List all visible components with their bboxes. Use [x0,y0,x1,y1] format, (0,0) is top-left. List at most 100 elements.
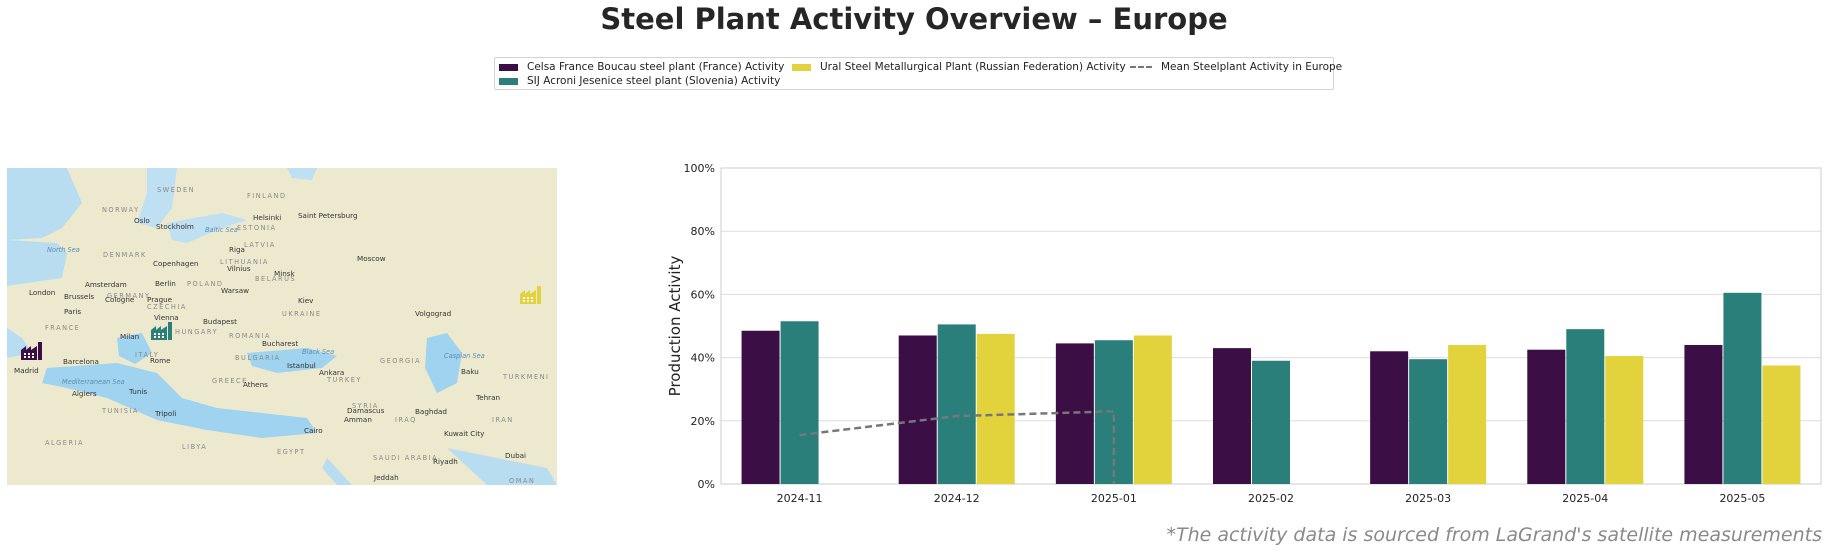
bar-sij-2025-04 [1566,329,1605,484]
factory-icon [21,342,42,360]
map-city-label: Helsinki [253,213,281,222]
map-city-label: Copenhagen [153,259,198,268]
bar-celsa-2025-05 [1684,344,1723,484]
map-country-label: GERMANY [107,292,151,300]
x-tick-label: 2025-03 [1405,492,1451,505]
map-city-label: Amman [344,415,372,424]
chart-gridlines [721,167,1821,485]
map-sea-labels: North Sea Baltic Sea Black Sea Caspian S… [47,226,485,386]
bar-ural-2025-01 [1133,335,1172,484]
map-city-label: Paris [64,307,81,316]
legend-item-sij: SIJ Acroni Jesenice steel plant (Sloveni… [499,75,780,87]
bar-sij-2025-02 [1252,360,1290,484]
map-country-label: DENMARK [103,251,147,259]
map-country-label: CZECHIA [147,303,187,311]
map-city-label: Cologne [105,295,135,304]
source-note: *The activity data is sourced from LaGra… [1166,524,1822,546]
map-country-label: ESTONIA [237,224,276,232]
map-country-label: GEORGIA [380,357,421,365]
map-country-label: TUNISIA [101,407,139,415]
black-sea [247,348,337,373]
map-city-label: Damascus [347,406,385,415]
x-tick-label: 2025-01 [1091,492,1137,505]
y-tick-label: 80% [691,225,715,238]
map-sea-label: Baltic Sea [205,226,238,234]
bar-sij-2025-03 [1409,359,1448,484]
legend-label-celsa: Celsa France Boucau steel plant (France)… [527,61,785,73]
map-city-label: Riga [229,245,245,254]
map-city-label: Berlin [155,279,176,288]
bar-sij-2025-05 [1723,292,1762,484]
map-country-label: IRAN [492,416,514,424]
map-city-label: Minsk [274,269,295,278]
legend-dash-mean [1130,66,1152,68]
map-city-label: Saint Petersburg [298,211,358,220]
map-city-label: Vienna [154,313,179,322]
map-country-label: BELARUS [255,275,296,283]
map-city-label: Amsterdam [85,280,127,289]
legend-swatch-ural [792,63,811,71]
legend-item-ural: Ural Steel Metallurgical Plant (Russian … [792,61,1126,73]
map-city-label: Tehran [475,393,500,402]
map-country-label: HUNGARY [175,328,218,336]
map-country-label: IRAQ [395,416,417,424]
map-city-label: Baku [461,367,479,376]
plot-area [720,167,1822,485]
map-sea-label: Black Sea [302,348,334,356]
map-city-label: Rome [150,356,171,365]
map-city-label: Tunis [128,387,147,396]
map-country-label: POLAND [187,280,224,288]
map-country-label: GREECE [212,377,248,385]
chart-legend: Celsa France Boucau steel plant (France)… [494,57,1342,90]
map-plant-marker-ural[interactable] [520,286,541,304]
map-country-label: EGYPT [277,448,305,456]
tyrrhenian-sea [117,333,152,364]
map-sea-label: North Sea [47,246,80,254]
map-country-label: SWEDEN [157,186,195,194]
map-country-label: LIBYA [182,443,207,451]
white-sea [287,168,317,180]
map-city-label: Cairo [304,426,323,435]
map-city-label: Ankara [319,368,344,377]
map-city-label: Tripoli [154,409,176,418]
x-tick-label: 2025-05 [1719,492,1765,505]
map-city-label: Athens [243,380,268,389]
map-city-label: Stockholm [156,222,194,231]
europe-map: SWEDEN FINLAND NORWAY ESTONIA LATVIA DEN… [7,168,557,485]
map-country-label: SAUDI ARABIA [373,454,438,462]
map-city-label: Warsaw [221,286,249,295]
mean-activity-line [799,410,1116,484]
map-city-label: Kiev [298,296,314,305]
map-country-label: FRANCE [45,324,80,332]
y-tick-label: 100% [684,162,715,175]
map-sea-label: Mediterranean Sea [62,378,125,386]
map-country-label: FINLAND [247,192,287,200]
map-city-label: Oslo [134,216,150,225]
x-axis-ticks: 2024-11 2024-12 2025-01 2025-02 2025-03 2025-… [777,492,1766,505]
persian-gulf [447,448,557,485]
map-svg: SWEDEN FINLAND NORWAY ESTONIA LATVIA DEN… [7,168,557,485]
mediterranean-sea [42,363,317,438]
map-country-label: ITALY [135,351,159,359]
legend-label-ural: Ural Steel Metallurgical Plant (Russian … [820,61,1126,73]
red-sea [322,458,352,485]
map-city-label: Brussels [64,292,94,301]
map-sea-label: Caspian Sea [444,352,485,360]
bar-celsa-2025-02 [1213,348,1251,484]
map-city-label: Istanbul [287,361,316,370]
map-plant-marker-celsa[interactable] [21,342,42,360]
baltic-sea [167,213,247,243]
factory-icon [151,322,172,340]
legend-label-sij: SIJ Acroni Jesenice steel plant (Sloveni… [527,75,781,87]
bar-celsa-2025-01 [1055,343,1094,484]
bar-celsa-2025-03 [1370,351,1409,484]
bar-ural-2025-04 [1605,356,1644,484]
mean-line-layer [799,410,1116,484]
map-country-label: LATVIA [244,241,276,249]
map-country-label: UKRAINE [282,310,322,318]
map-city-label: Kuwait City [444,429,485,438]
x-tick-label: 2024-12 [934,492,980,505]
map-plant-marker-sij[interactable] [151,322,172,340]
map-city-label: Vilnius [227,264,251,273]
bar-celsa-2024-12 [898,335,937,484]
